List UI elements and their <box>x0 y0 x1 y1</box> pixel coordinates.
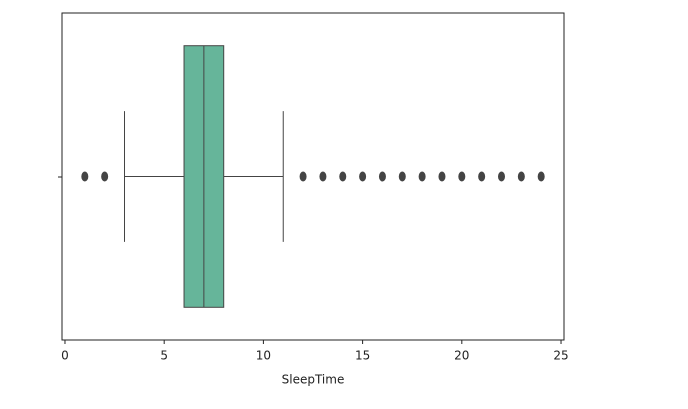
x-axis-label: SleepTime <box>282 373 345 387</box>
flier <box>299 171 307 182</box>
flier <box>81 171 89 182</box>
flier <box>101 171 109 182</box>
flier <box>319 171 327 182</box>
x-tick-label: 0 <box>61 349 69 363</box>
flier <box>398 171 406 182</box>
flier <box>418 171 426 182</box>
flier <box>458 171 466 182</box>
flier <box>438 171 446 182</box>
flier <box>359 171 367 182</box>
x-tick-label: 10 <box>256 349 271 363</box>
x-tick-label: 25 <box>553 349 568 363</box>
flier <box>497 171 505 182</box>
flier <box>478 171 486 182</box>
flier <box>537 171 545 182</box>
flier <box>378 171 386 182</box>
flier <box>339 171 347 182</box>
x-tick-label: 20 <box>454 349 469 363</box>
x-tick-label: 15 <box>355 349 370 363</box>
flier <box>517 171 525 182</box>
x-tick-label: 5 <box>160 349 168 363</box>
